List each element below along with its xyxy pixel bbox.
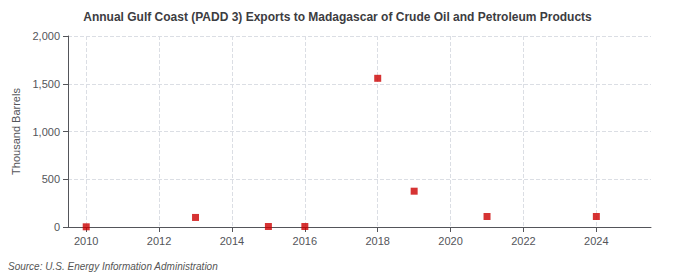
svg-text:2024: 2024: [584, 235, 608, 247]
svg-text:0: 0: [54, 221, 60, 233]
svg-text:2,000: 2,000: [32, 30, 60, 42]
svg-text:1,500: 1,500: [32, 78, 60, 90]
svg-text:Thousand Barrels: Thousand Barrels: [10, 88, 22, 175]
svg-text:Annual Gulf Coast (PADD 3) Exp: Annual Gulf Coast (PADD 3) Exports to Ma…: [83, 10, 592, 24]
svg-text:500: 500: [42, 173, 60, 185]
svg-text:2010: 2010: [74, 235, 98, 247]
svg-text:2014: 2014: [220, 235, 244, 247]
svg-text:2020: 2020: [438, 235, 462, 247]
svg-text:2022: 2022: [511, 235, 535, 247]
svg-text:2018: 2018: [365, 235, 389, 247]
svg-text:2012: 2012: [147, 235, 171, 247]
svg-text:1,000: 1,000: [32, 126, 60, 138]
svg-text:2016: 2016: [293, 235, 317, 247]
svg-text:Source: U.S. Energy Informatio: Source: U.S. Energy Information Administ…: [8, 261, 218, 272]
